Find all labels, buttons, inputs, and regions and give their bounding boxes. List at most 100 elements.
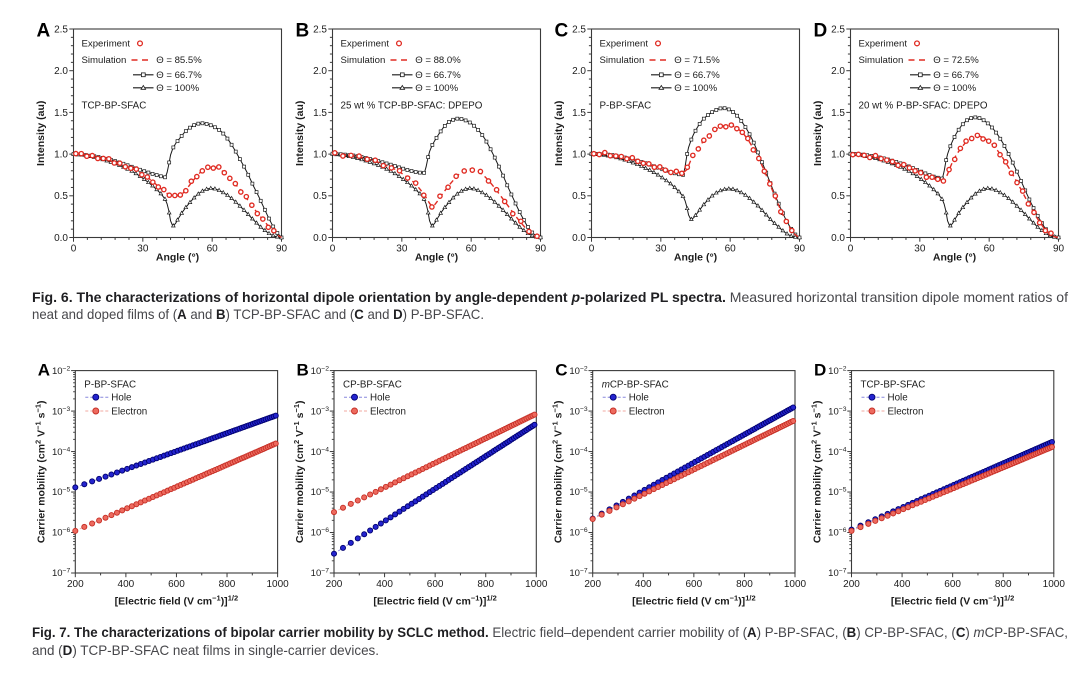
svg-text:mCP-BP-SFAC: mCP-BP-SFAC <box>602 379 669 390</box>
svg-text:60: 60 <box>207 244 219 255</box>
svg-text:Carrier mobility (cm2 V−1 s−1): Carrier mobility (cm2 V−1 s−1) <box>551 400 565 543</box>
svg-text:10−4: 10−4 <box>569 446 588 458</box>
svg-text:TCP-BP-SFAC: TCP-BP-SFAC <box>861 379 926 390</box>
svg-text:Electron: Electron <box>629 406 665 417</box>
svg-text:Angle (°): Angle (°) <box>156 252 199 264</box>
svg-text:Simulation: Simulation <box>859 55 904 66</box>
svg-text:1.5: 1.5 <box>54 108 68 119</box>
svg-text:10−3: 10−3 <box>311 406 330 418</box>
svg-text:200: 200 <box>67 579 84 590</box>
svg-text:Intensity (au): Intensity (au) <box>553 101 565 166</box>
svg-text:A: A <box>37 21 51 42</box>
svg-text:10−5: 10−5 <box>52 487 71 499</box>
svg-text:D: D <box>814 361 826 380</box>
svg-text:0: 0 <box>589 244 595 255</box>
svg-text:800: 800 <box>219 579 236 590</box>
svg-text:60: 60 <box>725 244 737 255</box>
svg-text:Θ = 100%: Θ = 100% <box>933 83 976 94</box>
svg-text:and (D) TCP-BP-SFAC neat films: and (D) TCP-BP-SFAC neat films in single… <box>32 642 379 658</box>
svg-text:Simulation: Simulation <box>600 55 645 66</box>
svg-text:10−5: 10−5 <box>569 487 588 499</box>
svg-text:600: 600 <box>686 579 703 590</box>
svg-text:60: 60 <box>984 244 996 255</box>
svg-text:Carrier mobility (cm2 V−1 s−1): Carrier mobility (cm2 V−1 s−1) <box>33 400 47 543</box>
svg-text:10−4: 10−4 <box>52 446 71 458</box>
svg-text:90: 90 <box>535 244 547 255</box>
svg-text:2.5: 2.5 <box>572 24 586 35</box>
svg-text:0.5: 0.5 <box>313 191 327 202</box>
svg-text:Θ = 85.5%: Θ = 85.5% <box>156 55 202 66</box>
svg-text:Experiment: Experiment <box>82 39 131 50</box>
svg-text:1.5: 1.5 <box>831 108 845 119</box>
svg-text:10−2: 10−2 <box>569 365 588 377</box>
svg-text:[Electric field (V cm−1)]1/2: [Electric field (V cm−1)]1/2 <box>632 594 755 608</box>
svg-text:Intensity (au): Intensity (au) <box>294 101 306 166</box>
svg-text:P-BP-SFAC: P-BP-SFAC <box>600 101 652 112</box>
svg-text:2.0: 2.0 <box>54 66 68 77</box>
svg-text:Hole: Hole <box>370 393 391 404</box>
svg-text:30: 30 <box>396 244 408 255</box>
svg-text:600: 600 <box>944 579 961 590</box>
svg-text:Experiment: Experiment <box>859 39 908 50</box>
svg-text:2.0: 2.0 <box>572 66 586 77</box>
svg-text:neat and doped films of (A and: neat and doped films of (A and B) TCP-BP… <box>32 306 484 322</box>
svg-text:0.5: 0.5 <box>572 191 586 202</box>
svg-text:10−5: 10−5 <box>311 487 330 499</box>
svg-text:2.5: 2.5 <box>54 24 68 35</box>
svg-text:20 wt % P-BP-SFAC: DPEPO: 20 wt % P-BP-SFAC: DPEPO <box>859 101 988 112</box>
svg-text:800: 800 <box>995 579 1012 590</box>
svg-text:Angle (°): Angle (°) <box>415 252 458 264</box>
svg-text:0.0: 0.0 <box>572 233 586 244</box>
svg-text:200: 200 <box>843 579 860 590</box>
svg-text:0.5: 0.5 <box>831 191 845 202</box>
svg-text:400: 400 <box>376 579 393 590</box>
svg-text:1000: 1000 <box>784 579 807 590</box>
svg-text:Intensity (au): Intensity (au) <box>812 101 824 166</box>
svg-text:10−2: 10−2 <box>311 365 330 377</box>
svg-text:10−5: 10−5 <box>828 487 847 499</box>
svg-text:Θ = 66.7%: Θ = 66.7% <box>674 70 720 81</box>
svg-text:CP-BP-SFAC: CP-BP-SFAC <box>343 379 402 390</box>
svg-text:10−6: 10−6 <box>569 527 588 539</box>
svg-text:1.0: 1.0 <box>313 150 327 161</box>
svg-text:800: 800 <box>736 579 753 590</box>
svg-text:10−6: 10−6 <box>828 527 847 539</box>
svg-text:Θ = 88.0%: Θ = 88.0% <box>415 55 461 66</box>
svg-text:10−3: 10−3 <box>569 406 588 418</box>
svg-text:Carrier mobility (cm2 V−1 s−1): Carrier mobility (cm2 V−1 s−1) <box>810 400 824 543</box>
svg-text:10−4: 10−4 <box>311 446 330 458</box>
svg-text:Simulation: Simulation <box>82 55 127 66</box>
svg-text:2.0: 2.0 <box>831 66 845 77</box>
svg-text:200: 200 <box>326 579 343 590</box>
svg-text:0: 0 <box>848 244 854 255</box>
svg-text:0.0: 0.0 <box>54 233 68 244</box>
svg-text:Hole: Hole <box>888 393 909 404</box>
svg-text:10−7: 10−7 <box>828 568 847 580</box>
svg-text:[Electric field (V cm−1)]1/2: [Electric field (V cm−1)]1/2 <box>115 594 238 608</box>
svg-text:Fig. 7. The characterizations: Fig. 7. The characterizations of bipolar… <box>32 624 1068 640</box>
svg-text:Angle (°): Angle (°) <box>933 252 976 264</box>
svg-text:2.5: 2.5 <box>831 24 845 35</box>
svg-text:600: 600 <box>427 579 444 590</box>
svg-text:Fig. 6. The characterizations: Fig. 6. The characterizations of horizon… <box>32 289 1068 305</box>
svg-text:1.0: 1.0 <box>572 150 586 161</box>
svg-text:800: 800 <box>477 579 494 590</box>
svg-text:2.0: 2.0 <box>313 66 327 77</box>
svg-text:1000: 1000 <box>266 579 289 590</box>
svg-text:Θ = 100%: Θ = 100% <box>156 83 199 94</box>
svg-text:2.5: 2.5 <box>313 24 327 35</box>
svg-text:Angle (°): Angle (°) <box>674 252 717 264</box>
svg-text:Θ = 66.7%: Θ = 66.7% <box>415 70 461 81</box>
svg-text:0.0: 0.0 <box>313 233 327 244</box>
svg-text:25 wt % TCP-BP-SFAC: DPEPO: 25 wt % TCP-BP-SFAC: DPEPO <box>341 101 483 112</box>
svg-text:1.0: 1.0 <box>831 150 845 161</box>
svg-text:400: 400 <box>635 579 652 590</box>
svg-text:Carrier mobility (cm2 V−1 s−1): Carrier mobility (cm2 V−1 s−1) <box>292 400 306 543</box>
svg-text:P-BP-SFAC: P-BP-SFAC <box>84 379 136 390</box>
svg-text:400: 400 <box>118 579 135 590</box>
svg-text:0.0: 0.0 <box>831 233 845 244</box>
svg-text:[Electric field (V cm−1)]1/2: [Electric field (V cm−1)]1/2 <box>373 594 496 608</box>
svg-text:10−3: 10−3 <box>828 406 847 418</box>
svg-text:Hole: Hole <box>629 393 650 404</box>
svg-text:0.5: 0.5 <box>54 191 68 202</box>
